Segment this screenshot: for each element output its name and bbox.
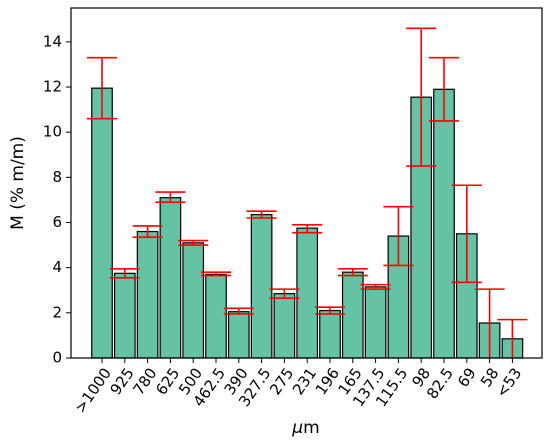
bar	[113, 272, 136, 359]
error-bars	[87, 27, 528, 358]
x-axis: >1000925780625500462.5390327.52752311961…	[71, 358, 525, 416]
bar	[433, 88, 455, 359]
bar	[341, 271, 364, 359]
error-bar	[383, 205, 414, 267]
error-bar	[246, 210, 277, 219]
error-bar	[337, 268, 368, 277]
bar	[136, 230, 159, 359]
error-bar	[474, 288, 505, 358]
error-bar	[132, 225, 163, 238]
bar	[91, 87, 113, 359]
error-bar	[451, 184, 482, 284]
bar	[205, 273, 227, 359]
x-axis-label-prefix: μ	[291, 418, 303, 438]
error-bar	[497, 318, 528, 358]
y-tick-label: 4	[52, 258, 62, 276]
y-tick-label: 2	[52, 303, 62, 321]
error-bar	[360, 283, 391, 290]
y-tick-label: 0	[52, 349, 62, 367]
error-bar	[429, 56, 459, 122]
error-bar	[315, 306, 345, 315]
error-bar	[201, 271, 231, 277]
error-bar	[155, 191, 186, 203]
y-tick-label: 6	[52, 213, 62, 231]
bar	[319, 309, 341, 359]
bar	[159, 197, 182, 359]
error-bar	[109, 268, 140, 279]
y-tick-label: 12	[43, 78, 62, 96]
x-tick-label: >1000	[71, 365, 115, 417]
bars	[91, 87, 524, 359]
error-bar	[406, 27, 437, 167]
bar	[250, 214, 273, 359]
y-tick-label: 14	[43, 32, 62, 50]
error-bar	[178, 239, 209, 246]
error-bar	[87, 56, 117, 120]
x-tick-label: 69	[454, 365, 480, 391]
error-bar	[269, 288, 300, 299]
bar	[296, 227, 319, 359]
bar	[273, 293, 296, 359]
bar	[182, 242, 205, 359]
x-axis-label-suffix: m	[303, 418, 320, 438]
y-tick-label: 8	[52, 168, 62, 186]
y-tick-label: 10	[43, 123, 62, 141]
bar	[227, 311, 250, 359]
error-bar	[223, 307, 254, 315]
bar	[364, 286, 387, 359]
x-tick-label: 82.5	[423, 365, 457, 403]
y-axis-label: M (% m/m)	[8, 136, 28, 230]
y-axis: 0 2 4 6 8 10 12 14	[43, 32, 71, 367]
x-tick-label: <53	[492, 365, 525, 401]
x-axis-label: μm	[291, 418, 319, 438]
plot-frame	[70, 7, 543, 359]
error-bar	[292, 223, 323, 234]
